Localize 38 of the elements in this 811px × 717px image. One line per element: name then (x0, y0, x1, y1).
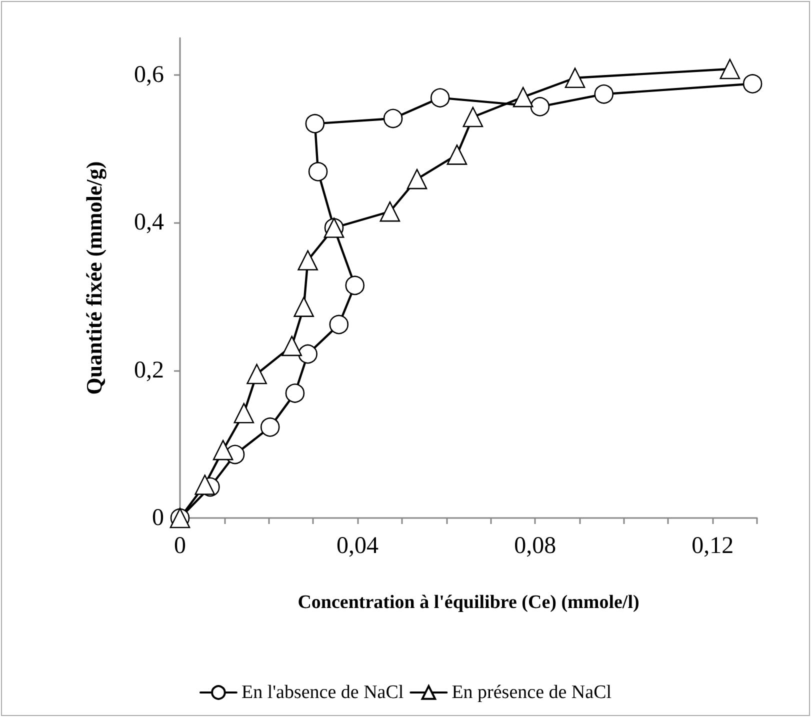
point (430, 88, 450, 108)
point (380, 201, 400, 222)
point (329, 314, 349, 334)
x-axis-title: Concentration à l'équilibre (Ce) (mmole/l) (298, 592, 640, 613)
y-tick-label: 0 (152, 505, 164, 531)
y-tick-label: 0,6 (134, 62, 164, 88)
point (742, 74, 762, 94)
y-axis-title: Quantité fixée (mmole/g) (82, 161, 106, 395)
point (260, 418, 280, 437)
point (594, 84, 614, 104)
point (285, 384, 305, 403)
point (234, 402, 254, 424)
point (446, 144, 468, 165)
point (512, 86, 534, 108)
point (383, 108, 403, 128)
point (308, 162, 328, 182)
point (246, 364, 267, 384)
point (282, 336, 302, 356)
point (305, 114, 325, 134)
point (564, 68, 586, 88)
point (294, 296, 314, 317)
point (212, 440, 234, 460)
point (720, 58, 740, 80)
legend-label: En l'absence de NaCl (241, 682, 404, 703)
x-tick-label: 0,04 (336, 533, 379, 559)
point (298, 250, 318, 270)
legend-label: En présence de NaCl (452, 682, 612, 703)
point (345, 276, 365, 296)
point (298, 344, 318, 364)
point (194, 474, 216, 495)
y-tick-label: 0,2 (134, 357, 164, 384)
x-tick-label: 0,12 (692, 533, 734, 559)
point (406, 168, 428, 190)
y-tick-label: 0,4 (134, 210, 164, 236)
point (462, 106, 484, 128)
x-tick-label: 0 (174, 533, 186, 559)
point (530, 97, 550, 116)
x-tick-label: 0,08 (514, 533, 556, 559)
